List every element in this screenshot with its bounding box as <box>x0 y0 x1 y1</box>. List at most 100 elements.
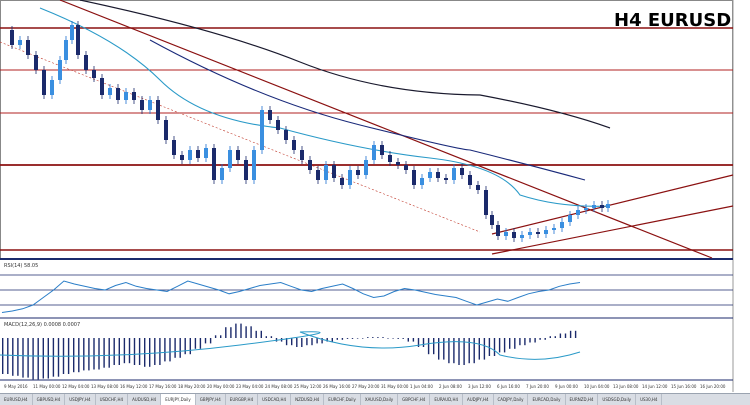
x-tick-label: 9 Jun 00:00 <box>555 384 578 389</box>
candle <box>584 208 588 210</box>
macd-bar <box>509 338 511 349</box>
candle <box>50 80 54 95</box>
x-tick-label: 26 May 16:00 <box>323 384 351 389</box>
candle <box>70 25 74 40</box>
macd-bar <box>468 338 470 364</box>
chart-tab[interactable]: AUDJPY,H4 <box>463 394 494 405</box>
macd-bar <box>98 338 100 370</box>
candle <box>396 162 400 165</box>
macd-bar <box>498 338 501 353</box>
candle <box>172 140 176 155</box>
candle <box>490 215 494 225</box>
candle <box>212 148 216 180</box>
chart-tab[interactable]: GBPJPY,H4 <box>196 394 226 405</box>
macd-bar <box>427 338 430 355</box>
chart-tabs: EURUSD,H4 GBPUSD,H4 USDJPY,H4 USDCHF,H4 AUDU… <box>0 393 750 405</box>
candle <box>324 165 328 180</box>
macd-bar <box>214 335 217 338</box>
chart-tab[interactable]: CADJPY,Daily <box>494 394 529 405</box>
x-tick-label: 25 May 12:00 <box>294 384 322 389</box>
chart-tab[interactable]: AUDUSD,H4 <box>128 394 162 405</box>
macd-bar <box>108 338 110 368</box>
macd-bar <box>260 330 262 338</box>
candle <box>316 170 320 180</box>
macd-bar <box>534 338 536 343</box>
macd-bar <box>367 337 369 338</box>
macd-bar <box>301 338 303 347</box>
candle <box>412 170 416 185</box>
chart-tab[interactable]: GBPCHF,H4 <box>398 394 431 405</box>
macd-bar <box>179 338 181 358</box>
x-tick-label: 20 May 00:00 <box>207 384 235 389</box>
candle <box>228 150 232 168</box>
macd-bar <box>250 326 252 338</box>
candle <box>196 150 200 158</box>
macd-bar <box>377 337 379 338</box>
macd-bar <box>488 338 491 356</box>
chart-tab[interactable]: EURGBP,H4 <box>226 394 259 405</box>
macd-bar <box>27 338 29 378</box>
chart-tab[interactable]: EURNZD,H4 <box>566 394 599 405</box>
chart-tab[interactable]: US30,H4 <box>636 394 663 405</box>
chart-tab[interactable]: NZDUSD,H4 <box>291 394 325 405</box>
macd-bar <box>433 338 435 355</box>
macd-bar <box>356 338 359 339</box>
candle <box>64 40 68 60</box>
candle <box>148 100 152 110</box>
chart-tab[interactable]: USDCAD,H4 <box>258 394 292 405</box>
candle <box>496 225 500 236</box>
macd-bar <box>422 338 425 347</box>
rsi-line <box>1 280 581 313</box>
chart-tab[interactable]: EURJPY,Daily <box>161 394 196 405</box>
chart-tab[interactable]: EURUSD,H4 <box>0 394 33 405</box>
macd-bar <box>12 338 14 376</box>
macd-bar <box>270 336 273 338</box>
candle <box>576 210 580 215</box>
macd-bar <box>559 333 562 338</box>
macd-bar <box>184 338 186 355</box>
candle <box>484 190 488 215</box>
x-tick-label: 10 Jun 04:00 <box>584 384 610 389</box>
candle <box>504 232 508 236</box>
rsi-label: RSI(14) 58.05 <box>4 263 38 269</box>
x-tick-label: 11 May 00:00 <box>33 384 61 389</box>
macd-bar <box>417 338 420 347</box>
macd-bar <box>149 338 151 367</box>
downtrend-line <box>59 0 713 259</box>
chart-tab[interactable]: GBPUSD,H4 <box>33 394 66 405</box>
candle <box>468 175 472 185</box>
macd-bar <box>17 338 19 376</box>
chart-tab[interactable]: USDSGD,Daily <box>598 394 637 405</box>
macd-bar <box>174 338 176 358</box>
chart-tab[interactable]: USDJPY,H4 <box>65 394 96 405</box>
chart-tab[interactable]: EURCHF,Daily <box>324 394 361 405</box>
macd-bar <box>255 330 257 338</box>
candle <box>436 172 440 178</box>
macd-bar <box>341 338 344 340</box>
macd-bar <box>549 336 551 338</box>
macd-bar <box>78 338 80 373</box>
chart-title: H4 EURUSD <box>614 10 731 31</box>
x-tick-label: 9 May 2016 <box>4 384 28 389</box>
macd-bar <box>478 338 480 360</box>
macd-bar <box>118 338 120 365</box>
macd-bar <box>240 323 242 338</box>
chart-tab[interactable]: EURCAD,Daily <box>528 394 566 405</box>
macd-bar <box>387 338 389 339</box>
macd-bar <box>57 338 60 377</box>
candle <box>300 150 304 160</box>
macd-bar <box>372 337 374 338</box>
x-tick-label: 31 May 00:00 <box>381 384 409 389</box>
macd-bar <box>189 338 191 355</box>
candle <box>92 70 96 78</box>
macd-bar <box>245 326 247 338</box>
macd-bar <box>362 338 364 339</box>
chart-tab[interactable]: USDCHF,H4 <box>96 394 129 405</box>
chart-tab[interactable]: EURAUD,H4 <box>430 394 463 405</box>
macd-bar <box>133 338 136 365</box>
x-tick-label: 2 Jun 08:00 <box>439 384 462 389</box>
chart-canvas[interactable]: H4 EURUSD RSI(14) 58.05 MACD(12,26,9) 0.… <box>0 0 750 393</box>
macd-bar <box>159 338 161 365</box>
candle <box>132 92 136 100</box>
chart-tab[interactable]: XAUUSD,Daily <box>361 394 399 405</box>
